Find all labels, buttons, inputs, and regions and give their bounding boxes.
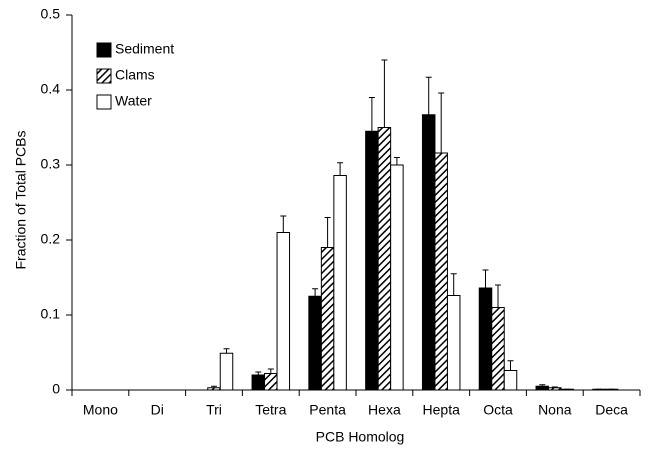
- x-axis-label: PCB Homolog: [316, 429, 405, 445]
- x-tick-label: Penta: [309, 402, 346, 418]
- bar: [535, 385, 550, 391]
- bar: [365, 130, 379, 391]
- y-tick-label: 0.3: [41, 156, 61, 172]
- y-axis-label: Fraction of Total PCBs: [13, 130, 29, 269]
- y-tick-label: 0.4: [41, 81, 61, 97]
- bar: [390, 164, 404, 391]
- x-tick-label: Tri: [206, 402, 222, 418]
- x-tick-label: Hexa: [368, 402, 401, 418]
- x-tick-label: Hepta: [423, 402, 461, 418]
- y-tick-label: 0: [52, 381, 60, 397]
- legend-swatch: [96, 68, 112, 84]
- bar: [251, 374, 266, 391]
- error-bar: [450, 273, 457, 296]
- bar: [446, 295, 461, 391]
- y-tick-label: 0.1: [41, 306, 61, 322]
- x-tick-label: Tetra: [255, 402, 286, 418]
- y-tick-label: 0.2: [41, 231, 61, 247]
- bar: [308, 295, 322, 391]
- legend-label: Sediment: [115, 41, 174, 57]
- error-bar: [255, 371, 262, 375]
- error-bar: [438, 92, 445, 153]
- legend-label: Clams: [115, 67, 155, 83]
- error-bar: [324, 217, 331, 248]
- error-bar: [223, 348, 230, 354]
- x-tick-label: Deca: [595, 402, 628, 418]
- bar: [219, 352, 234, 391]
- x-tick-label: Nona: [538, 402, 572, 418]
- bar: [276, 232, 291, 391]
- bar: [503, 370, 518, 391]
- bar: [377, 127, 392, 391]
- error-bar: [337, 162, 344, 176]
- error-bar: [507, 360, 514, 371]
- error-bar: [551, 386, 558, 388]
- bar: [478, 287, 493, 391]
- y-tick-label: 0.5: [41, 6, 61, 22]
- bar: [548, 387, 562, 391]
- bar: [491, 307, 505, 391]
- bar: [264, 373, 278, 391]
- error-bar: [482, 269, 489, 288]
- bar: [207, 387, 221, 391]
- x-tick-label: Octa: [483, 402, 513, 418]
- x-tick-label: Mono: [83, 402, 118, 418]
- error-bar: [381, 59, 388, 128]
- error-bar: [393, 157, 400, 165]
- legend-label: Water: [115, 93, 152, 109]
- bar: [333, 175, 347, 391]
- bar: [434, 152, 448, 391]
- error-bar: [267, 368, 274, 374]
- error-bar: [495, 284, 501, 308]
- error-bar: [312, 288, 319, 297]
- x-tick-label: Di: [151, 402, 164, 418]
- error-bar: [425, 76, 432, 115]
- error-bar: [539, 384, 546, 387]
- error-bar: [211, 385, 217, 388]
- bar: [421, 114, 436, 391]
- legend-swatch: [96, 94, 112, 110]
- legend-swatch: [96, 42, 112, 58]
- bar: [320, 247, 335, 391]
- error-bar: [280, 215, 287, 233]
- error-bar: [368, 97, 375, 132]
